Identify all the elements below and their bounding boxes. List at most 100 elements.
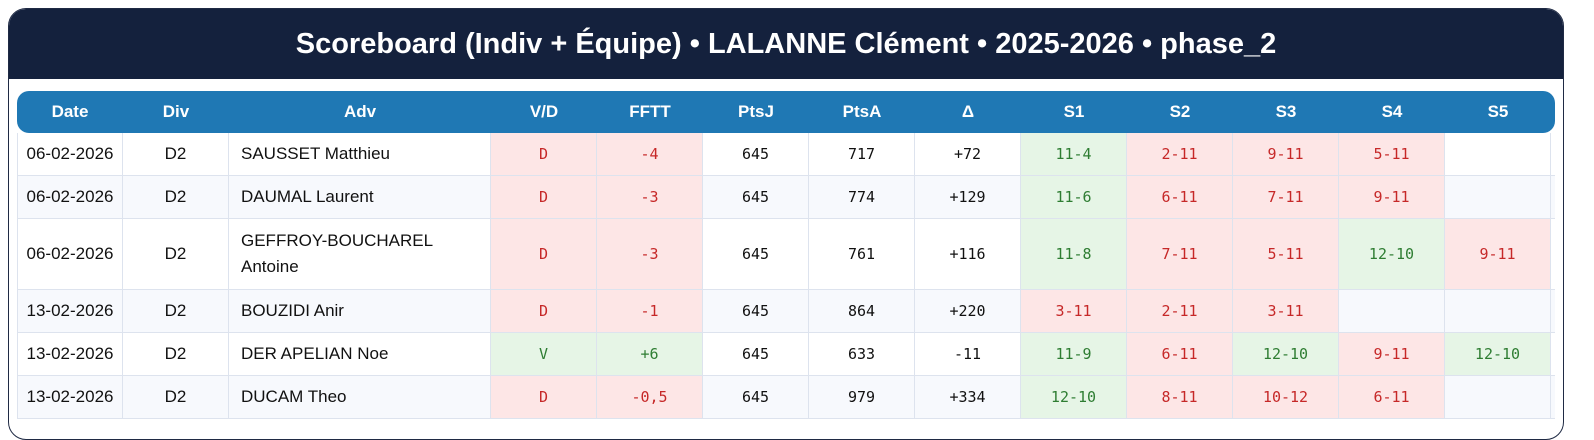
delta-cell: +129 xyxy=(915,176,1021,218)
set-5-cell xyxy=(1445,290,1551,332)
column-header[interactable]: V/D xyxy=(529,102,559,121)
date-cell: 06-02-2026 xyxy=(17,133,123,175)
ptsj-cell: 645 xyxy=(703,219,809,289)
table-row[interactable]: 06-02-2026 D2 GEFFROY-BOUCHAREL Antoine D -3… xyxy=(17,219,1555,290)
set-2-cell: 2-11 xyxy=(1127,133,1233,175)
column-header[interactable]: S5 xyxy=(1487,102,1509,121)
div-cell: D2 xyxy=(123,176,229,218)
ptsj-cell: 645 xyxy=(703,376,809,418)
date-cell: 13-02-2026 xyxy=(17,376,123,418)
set-3-cell: 7-11 xyxy=(1233,176,1339,218)
set-2-cell: 2-11 xyxy=(1127,290,1233,332)
table-row[interactable]: 13-02-2026 D2 BOUZIDI Anir D -1 645 864 +220 3-1… xyxy=(17,290,1555,333)
set-5-cell: 12-10 xyxy=(1445,333,1551,375)
table-row[interactable]: 06-02-2026 D2 DAUMAL Laurent D -3 645 774 +129 1… xyxy=(17,176,1555,219)
set-1-cell: 12-10 xyxy=(1021,376,1127,418)
column-header[interactable]: Δ xyxy=(961,102,975,121)
ptsa-cell: 864 xyxy=(809,290,915,332)
result-cell: D xyxy=(491,176,597,218)
set-4-cell: 12-10 xyxy=(1339,219,1445,289)
opponent-cell: SAUSSET Matthieu xyxy=(229,133,491,175)
delta-cell: +334 xyxy=(915,376,1021,418)
ptsa-cell: 717 xyxy=(809,133,915,175)
set-5-cell: 9-11 xyxy=(1445,219,1551,289)
div-cell: D2 xyxy=(123,133,229,175)
table-row[interactable]: 13-02-2026 D2 DER APELIAN Noe V +6 645 633 -11 1… xyxy=(17,333,1555,376)
set-3-cell: 10-12 xyxy=(1233,376,1339,418)
set-2-cell: 7-11 xyxy=(1127,219,1233,289)
set-3-cell: 3-11 xyxy=(1233,290,1339,332)
result-cell: D xyxy=(491,290,597,332)
set-4-cell: 9-11 xyxy=(1339,333,1445,375)
date-cell: 06-02-2026 xyxy=(17,176,123,218)
fftt-cell: -4 xyxy=(597,133,703,175)
set-2-cell: 8-11 xyxy=(1127,376,1233,418)
column-header[interactable]: S1 xyxy=(1063,102,1085,121)
page-title: Scoreboard (Indiv + Équipe) • LALANNE Cl… xyxy=(9,9,1563,79)
fftt-cell: -0,5 xyxy=(597,376,703,418)
set-4-cell: 5-11 xyxy=(1339,133,1445,175)
column-header[interactable]: Date xyxy=(51,102,89,121)
set-5-cell xyxy=(1445,376,1551,418)
set-2-cell: 6-11 xyxy=(1127,333,1233,375)
ptsj-cell: 645 xyxy=(703,333,809,375)
ptsa-cell: 761 xyxy=(809,219,915,289)
ptsa-cell: 979 xyxy=(809,376,915,418)
table-body: 06-02-2026 D2 SAUSSET Matthieu D -4 645 717 +72… xyxy=(17,133,1555,419)
set-4-cell xyxy=(1339,290,1445,332)
column-header[interactable]: FFTT xyxy=(629,102,671,121)
opponent-cell: DER APELIAN Noe xyxy=(229,333,491,375)
column-header[interactable]: S2 xyxy=(1169,102,1191,121)
table-row[interactable]: 06-02-2026 D2 SAUSSET Matthieu D -4 645 717 +72… xyxy=(17,133,1555,176)
table-header: Date Div Adv V/D FFTT PtsJ PtsA Δ S1 S2 S3 S4 S5 xyxy=(17,91,1555,133)
set-5-cell xyxy=(1445,133,1551,175)
column-header[interactable]: PtsA xyxy=(842,102,882,121)
column-header[interactable]: S3 xyxy=(1275,102,1297,121)
set-1-cell: 3-11 xyxy=(1021,290,1127,332)
delta-cell: -11 xyxy=(915,333,1021,375)
set-3-cell: 12-10 xyxy=(1233,333,1339,375)
set-2-cell: 6-11 xyxy=(1127,176,1233,218)
column-header[interactable]: S4 xyxy=(1381,102,1403,121)
date-cell: 13-02-2026 xyxy=(17,333,123,375)
set-3-cell: 5-11 xyxy=(1233,219,1339,289)
fftt-cell: -1 xyxy=(597,290,703,332)
result-cell: D xyxy=(491,376,597,418)
delta-cell: +72 xyxy=(915,133,1021,175)
ptsj-cell: 645 xyxy=(703,176,809,218)
ptsa-cell: 774 xyxy=(809,176,915,218)
result-cell: D xyxy=(491,133,597,175)
ptsj-cell: 645 xyxy=(703,133,809,175)
opponent-cell: DAUMAL Laurent xyxy=(229,176,491,218)
set-1-cell: 11-4 xyxy=(1021,133,1127,175)
column-header[interactable]: Adv xyxy=(343,102,377,121)
fftt-cell: -3 xyxy=(597,176,703,218)
set-4-cell: 9-11 xyxy=(1339,176,1445,218)
set-1-cell: 11-6 xyxy=(1021,176,1127,218)
ptsj-cell: 645 xyxy=(703,290,809,332)
column-header[interactable]: Div xyxy=(162,102,190,121)
fftt-cell: +6 xyxy=(597,333,703,375)
set-4-cell: 6-11 xyxy=(1339,376,1445,418)
set-5-cell xyxy=(1445,176,1551,218)
column-header[interactable]: PtsJ xyxy=(738,102,774,121)
div-cell: D2 xyxy=(123,333,229,375)
delta-cell: +220 xyxy=(915,290,1021,332)
div-cell: D2 xyxy=(123,290,229,332)
scoreboard-table: Date Div Adv V/D FFTT PtsJ PtsA Δ S1 S2 S3 S4 S5 06-… xyxy=(17,91,1555,419)
date-cell: 13-02-2026 xyxy=(17,290,123,332)
result-cell: V xyxy=(491,333,597,375)
fftt-cell: -3 xyxy=(597,219,703,289)
scoreboard-card: Scoreboard (Indiv + Équipe) • LALANNE Cl… xyxy=(8,8,1564,440)
div-cell: D2 xyxy=(123,376,229,418)
set-1-cell: 11-8 xyxy=(1021,219,1127,289)
set-1-cell: 11-9 xyxy=(1021,333,1127,375)
table-row[interactable]: 13-02-2026 D2 DUCAM Theo D -0,5 645 979 +334 12-… xyxy=(17,376,1555,419)
opponent-cell: GEFFROY-BOUCHAREL Antoine xyxy=(229,219,491,289)
div-cell: D2 xyxy=(123,219,229,289)
date-cell: 06-02-2026 xyxy=(17,219,123,289)
opponent-cell: DUCAM Theo xyxy=(229,376,491,418)
result-cell: D xyxy=(491,219,597,289)
ptsa-cell: 633 xyxy=(809,333,915,375)
set-3-cell: 9-11 xyxy=(1233,133,1339,175)
